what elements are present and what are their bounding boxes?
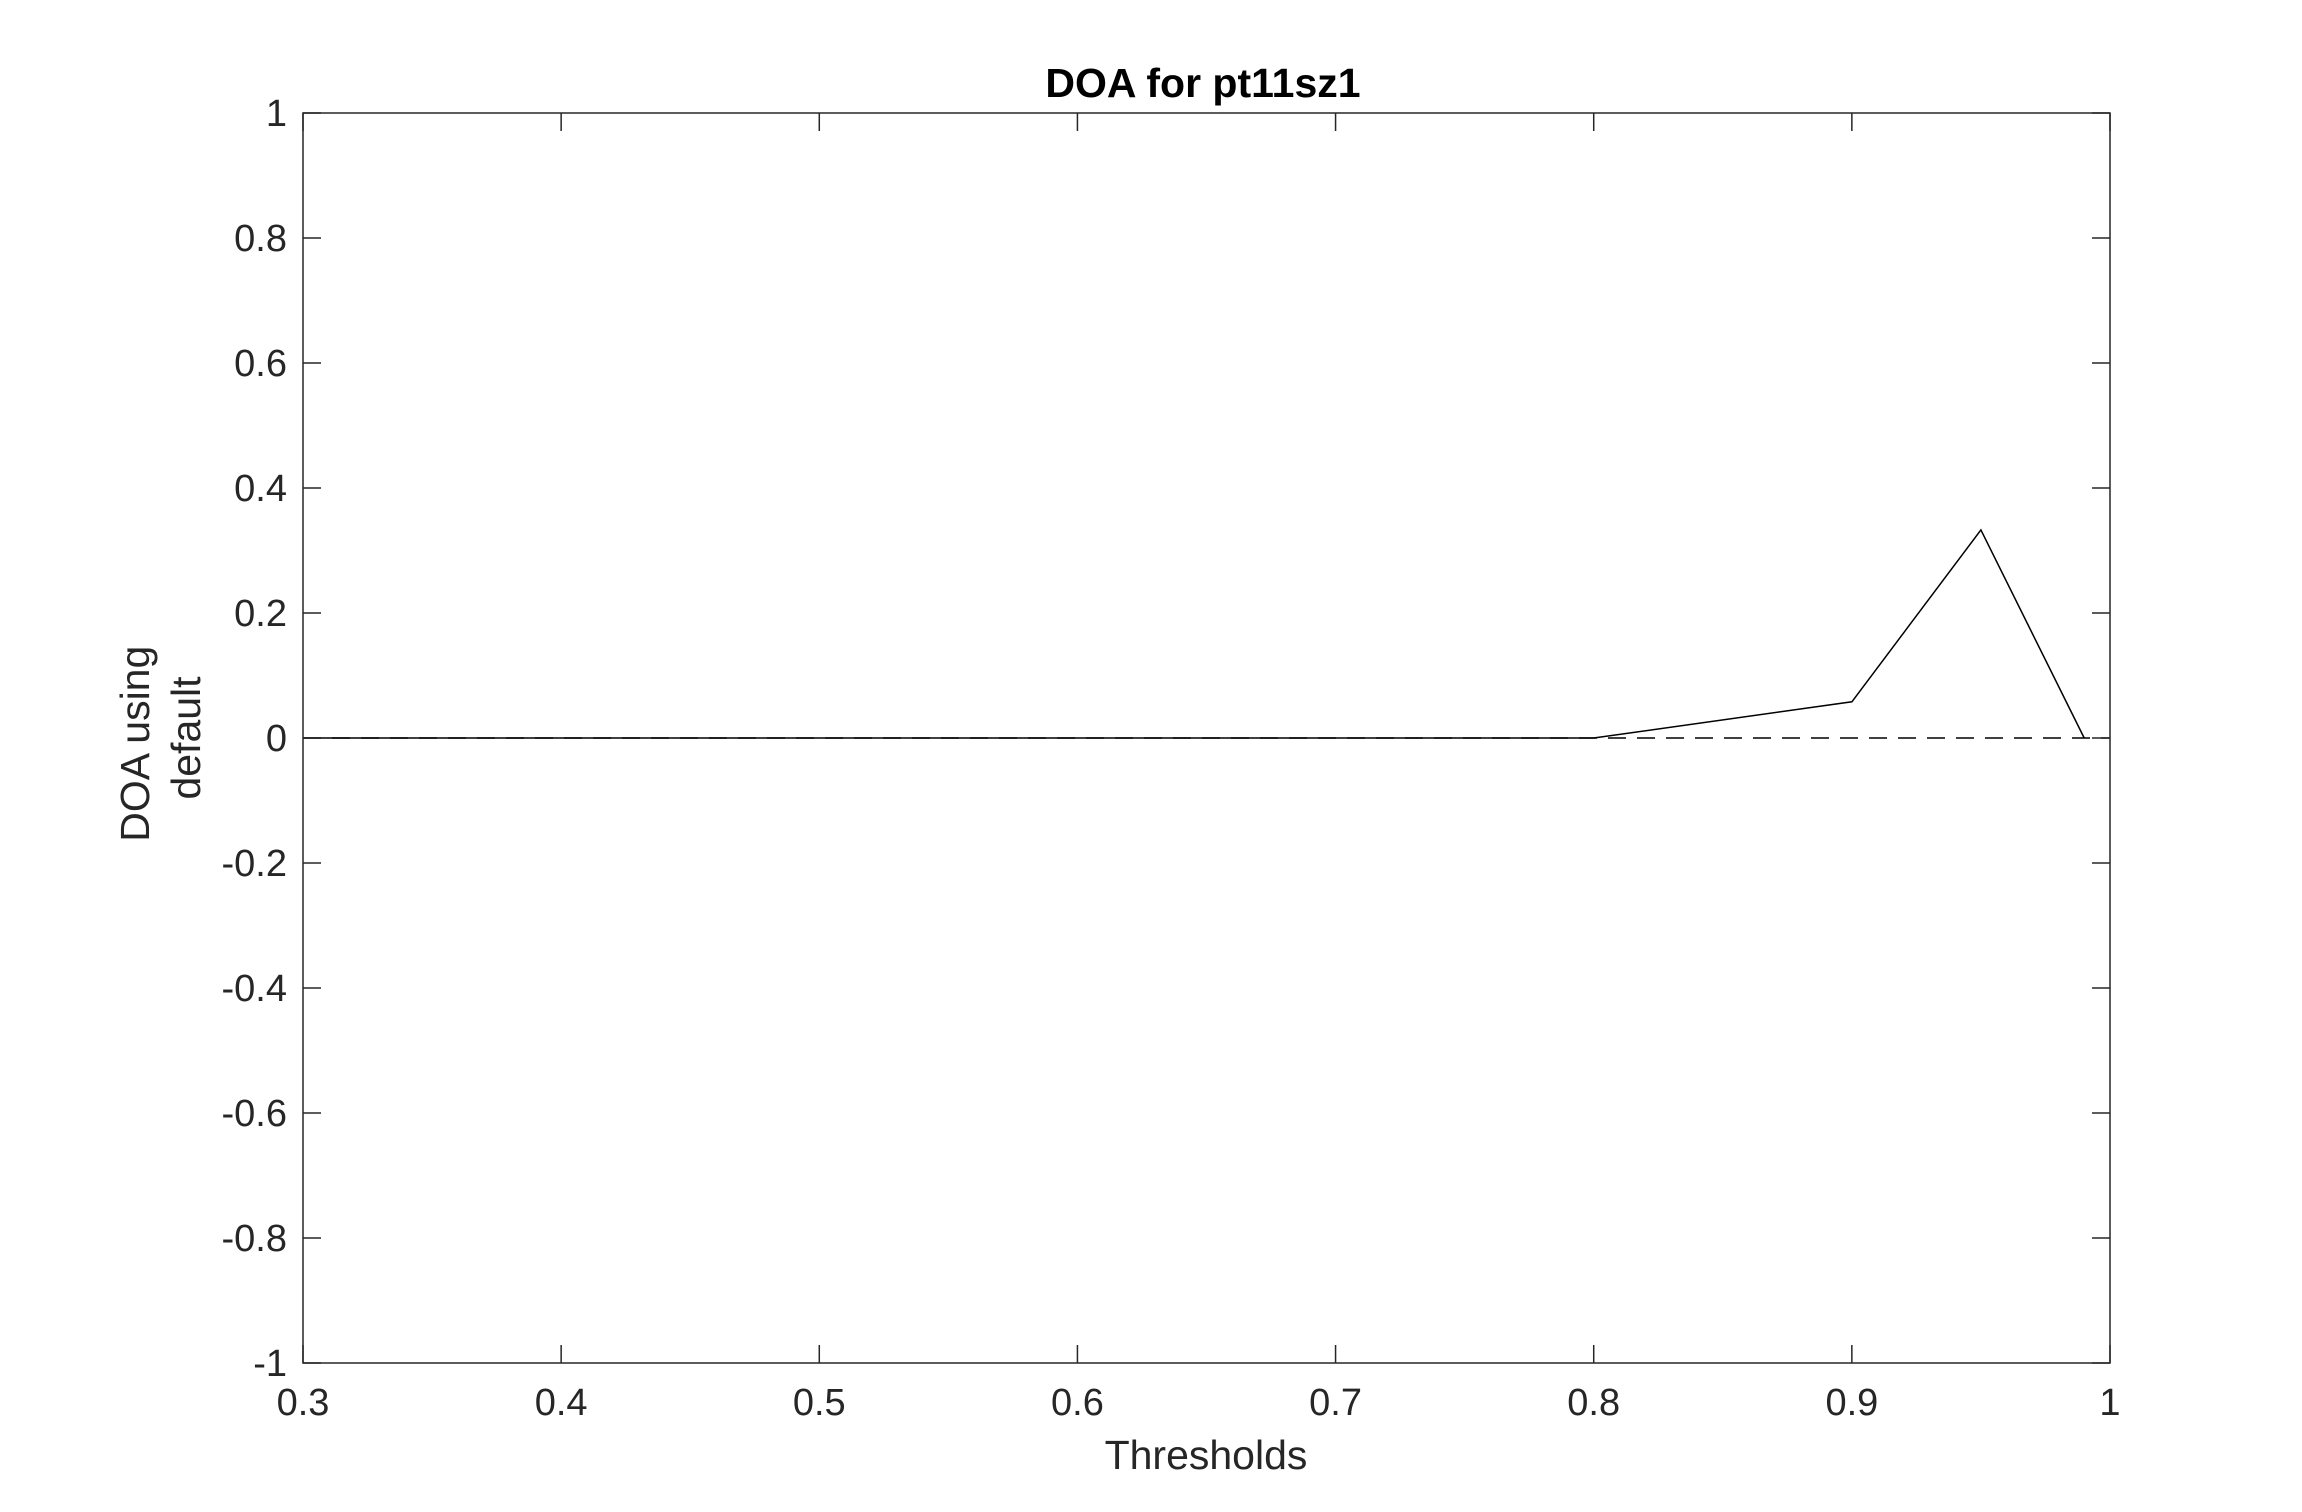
x-tick-label: 0.5 (793, 1382, 846, 1424)
x-tick-label: 0.4 (535, 1382, 588, 1424)
x-tick-label: 0.7 (1309, 1382, 1362, 1424)
x-axis-ticks: 0.3 0.4 0.5 0.6 0.7 0.8 0.9 1 (277, 113, 2121, 1424)
y-tick-label: -0.8 (222, 1218, 287, 1260)
y-tick-label: 0 (266, 718, 287, 760)
x-tick-label: 0.6 (1051, 1382, 1104, 1424)
series-layer (303, 528, 2110, 739)
y-tick-label: 0.4 (234, 468, 287, 510)
y-tick-label: 0.6 (234, 343, 287, 385)
x-tick-label: 1 (2099, 1382, 2120, 1424)
y-tick-label: 0.2 (234, 593, 287, 635)
y-axis-label-line-2: default (163, 676, 209, 800)
y-tick-label: 0.8 (234, 218, 287, 260)
x-tick-label: 0.8 (1567, 1382, 1620, 1424)
x-axis-label: Thresholds (1105, 1432, 1308, 1478)
chart-title: DOA for pt11sz1 (1045, 60, 1360, 106)
y-tick-label: -0.4 (222, 968, 287, 1010)
y-tick-label: -0.2 (222, 843, 287, 885)
x-tick-label: 0.3 (277, 1382, 330, 1424)
x-tick-label: 0.9 (1825, 1382, 1878, 1424)
y-tick-label: -1 (253, 1343, 287, 1385)
y-axis-ticks: -1 -0.8 -0.6 -0.4 -0.2 0 0.2 0.4 0.6 0.8 1 (222, 93, 2110, 1385)
y-tick-label: 1 (266, 93, 287, 135)
y-axis-label: DOA using default (112, 634, 209, 841)
y-axis-label-line-1: DOA using (112, 646, 158, 842)
y-tick-label: -0.6 (222, 1093, 287, 1135)
series-line-1-solid (303, 528, 2085, 739)
